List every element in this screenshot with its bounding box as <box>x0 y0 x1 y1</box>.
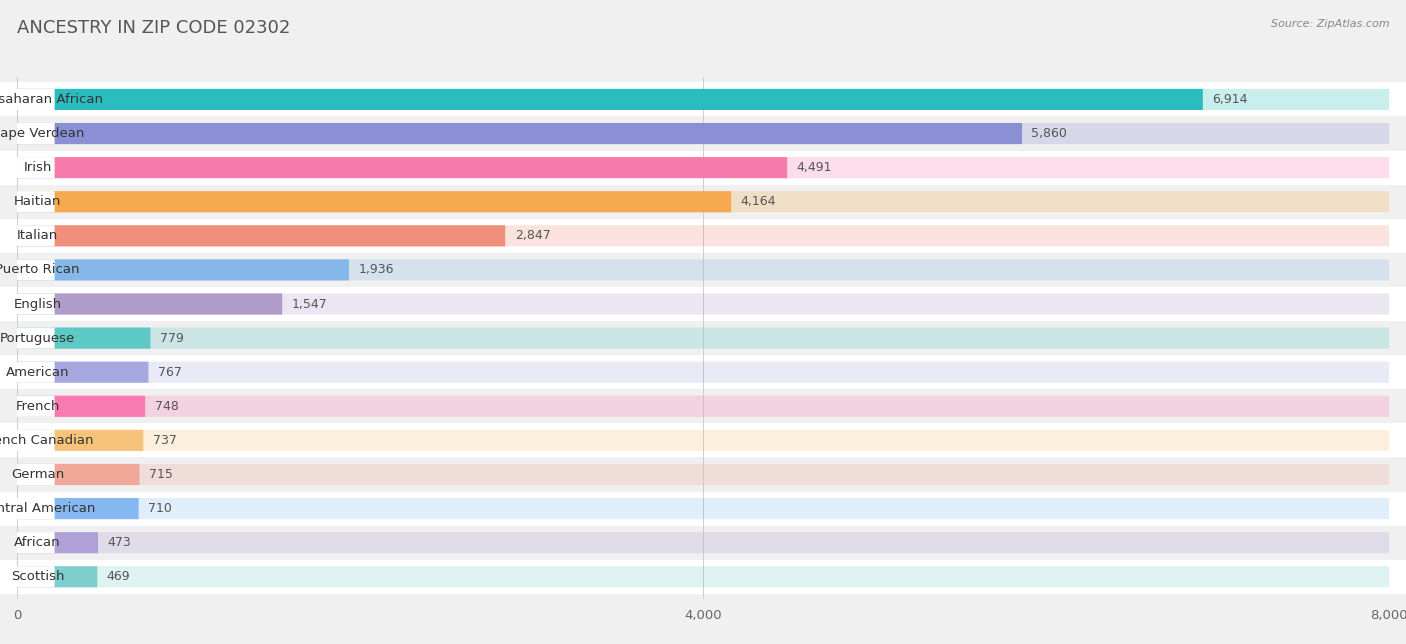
Text: 1,547: 1,547 <box>291 298 328 310</box>
Text: Subsaharan African: Subsaharan African <box>0 93 103 106</box>
FancyBboxPatch shape <box>17 395 145 417</box>
Text: American: American <box>6 366 69 379</box>
FancyBboxPatch shape <box>17 566 97 587</box>
FancyBboxPatch shape <box>17 328 1389 348</box>
FancyBboxPatch shape <box>17 157 1389 178</box>
Text: 748: 748 <box>155 400 179 413</box>
Text: German: German <box>11 468 65 481</box>
FancyBboxPatch shape <box>17 123 55 144</box>
FancyBboxPatch shape <box>17 362 1389 383</box>
Text: ANCESTRY IN ZIP CODE 02302: ANCESTRY IN ZIP CODE 02302 <box>17 19 290 37</box>
FancyBboxPatch shape <box>17 532 98 553</box>
FancyBboxPatch shape <box>0 253 1406 287</box>
FancyBboxPatch shape <box>17 260 349 281</box>
FancyBboxPatch shape <box>17 260 1389 281</box>
FancyBboxPatch shape <box>17 89 1204 110</box>
FancyBboxPatch shape <box>0 355 1406 389</box>
FancyBboxPatch shape <box>17 123 1022 144</box>
FancyBboxPatch shape <box>17 157 787 178</box>
FancyBboxPatch shape <box>17 191 731 213</box>
FancyBboxPatch shape <box>17 395 1389 417</box>
FancyBboxPatch shape <box>17 498 139 519</box>
Text: Source: ZipAtlas.com: Source: ZipAtlas.com <box>1271 19 1389 30</box>
FancyBboxPatch shape <box>17 89 55 110</box>
FancyBboxPatch shape <box>17 362 149 383</box>
Text: French Canadian: French Canadian <box>0 434 93 447</box>
FancyBboxPatch shape <box>17 260 55 281</box>
FancyBboxPatch shape <box>0 287 1406 321</box>
FancyBboxPatch shape <box>0 423 1406 457</box>
FancyBboxPatch shape <box>0 151 1406 185</box>
Text: 4,491: 4,491 <box>797 161 832 174</box>
FancyBboxPatch shape <box>0 560 1406 594</box>
Text: 5,860: 5,860 <box>1032 127 1067 140</box>
FancyBboxPatch shape <box>0 219 1406 253</box>
FancyBboxPatch shape <box>0 321 1406 355</box>
FancyBboxPatch shape <box>17 498 1389 519</box>
Text: Irish: Irish <box>24 161 52 174</box>
Text: Italian: Italian <box>17 229 58 242</box>
FancyBboxPatch shape <box>17 294 1389 314</box>
FancyBboxPatch shape <box>0 526 1406 560</box>
FancyBboxPatch shape <box>17 225 505 247</box>
Text: 1,936: 1,936 <box>359 263 394 276</box>
FancyBboxPatch shape <box>17 430 143 451</box>
FancyBboxPatch shape <box>17 191 55 213</box>
Text: 4,164: 4,164 <box>741 195 776 208</box>
FancyBboxPatch shape <box>0 82 1406 117</box>
FancyBboxPatch shape <box>17 89 1389 110</box>
Text: 469: 469 <box>107 570 131 583</box>
FancyBboxPatch shape <box>17 464 139 485</box>
Text: 779: 779 <box>160 332 184 345</box>
FancyBboxPatch shape <box>0 491 1406 526</box>
FancyBboxPatch shape <box>17 430 1389 451</box>
FancyBboxPatch shape <box>0 185 1406 219</box>
FancyBboxPatch shape <box>17 498 55 519</box>
Text: 737: 737 <box>153 434 177 447</box>
Text: English: English <box>14 298 62 310</box>
FancyBboxPatch shape <box>17 430 55 451</box>
FancyBboxPatch shape <box>17 532 1389 553</box>
FancyBboxPatch shape <box>17 225 1389 247</box>
FancyBboxPatch shape <box>17 225 55 247</box>
FancyBboxPatch shape <box>17 566 55 587</box>
FancyBboxPatch shape <box>17 395 55 417</box>
Text: 715: 715 <box>149 468 173 481</box>
Text: French: French <box>15 400 60 413</box>
FancyBboxPatch shape <box>17 294 55 314</box>
FancyBboxPatch shape <box>17 464 1389 485</box>
FancyBboxPatch shape <box>17 328 150 348</box>
FancyBboxPatch shape <box>0 117 1406 151</box>
FancyBboxPatch shape <box>17 191 1389 213</box>
Text: 6,914: 6,914 <box>1212 93 1247 106</box>
Text: 2,847: 2,847 <box>515 229 550 242</box>
FancyBboxPatch shape <box>17 464 55 485</box>
Text: 473: 473 <box>107 536 131 549</box>
FancyBboxPatch shape <box>0 389 1406 423</box>
FancyBboxPatch shape <box>0 457 1406 491</box>
FancyBboxPatch shape <box>17 328 55 348</box>
FancyBboxPatch shape <box>17 294 283 314</box>
FancyBboxPatch shape <box>17 123 1389 144</box>
Text: 710: 710 <box>148 502 172 515</box>
FancyBboxPatch shape <box>17 566 1389 587</box>
FancyBboxPatch shape <box>17 362 55 383</box>
FancyBboxPatch shape <box>17 532 55 553</box>
Text: Central American: Central American <box>0 502 96 515</box>
Text: 767: 767 <box>157 366 181 379</box>
Text: African: African <box>14 536 60 549</box>
Text: Haitian: Haitian <box>14 195 62 208</box>
Text: Puerto Rican: Puerto Rican <box>0 263 80 276</box>
FancyBboxPatch shape <box>17 157 55 178</box>
Text: Scottish: Scottish <box>11 570 65 583</box>
Text: Cape Verdean: Cape Verdean <box>0 127 84 140</box>
Text: Portuguese: Portuguese <box>0 332 76 345</box>
